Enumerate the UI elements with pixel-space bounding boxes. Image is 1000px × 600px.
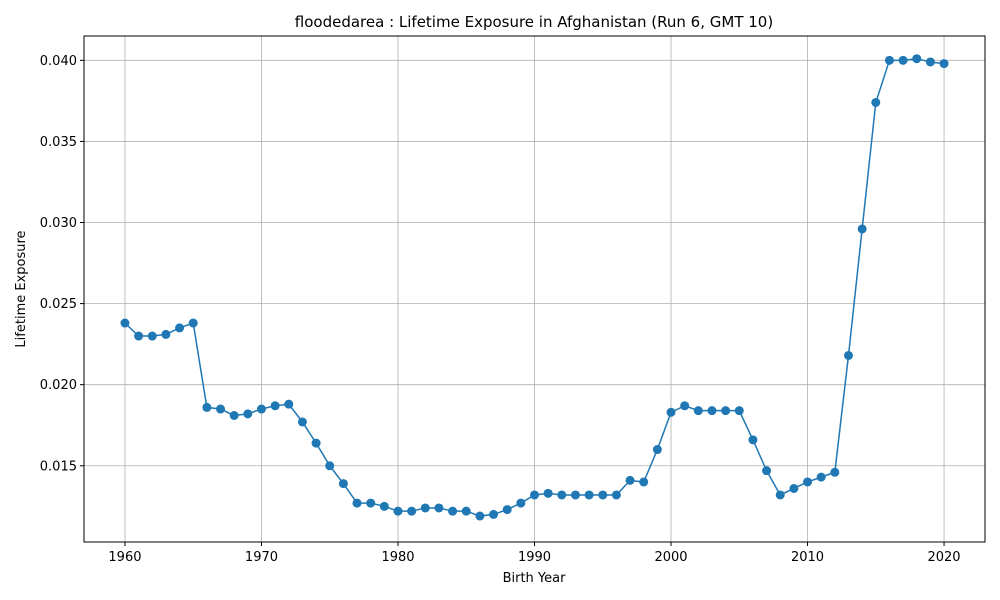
data-point (475, 511, 485, 521)
y-tick-label: 0.035 (40, 135, 77, 150)
data-point (379, 501, 389, 511)
x-tick-label: 2000 (654, 550, 687, 565)
grid-lines (84, 36, 985, 542)
data-point (939, 59, 949, 69)
data-point (912, 54, 922, 64)
data-point (516, 498, 526, 508)
data-point (789, 483, 799, 493)
data-point (270, 401, 280, 411)
data-point (366, 498, 376, 508)
data-point (871, 97, 881, 107)
data-point (175, 323, 185, 333)
data-point (843, 350, 853, 360)
x-tick-label: 2010 (791, 550, 824, 565)
data-point (816, 472, 826, 482)
data-point (489, 509, 499, 519)
data-point (762, 466, 772, 476)
x-axis-label: Birth Year (503, 571, 567, 586)
data-point (639, 477, 649, 487)
data-point (188, 318, 198, 328)
data-point (693, 406, 703, 416)
data-point (297, 417, 307, 427)
y-tick-label: 0.040 (40, 54, 77, 69)
data-point (803, 477, 813, 487)
data-point (461, 506, 471, 516)
data-point (530, 490, 539, 500)
data-point (284, 399, 294, 409)
data-point (420, 503, 430, 513)
data-point (229, 411, 239, 420)
chart-title: floodedarea : Lifetime Exposure in Afgha… (295, 13, 773, 31)
data-point (448, 506, 458, 516)
data-point (748, 435, 758, 445)
data-point (434, 503, 444, 513)
data-point (721, 406, 731, 416)
data-point (352, 498, 362, 508)
y-axis-ticks: 0.015 0.020 0.025 0.030 0.035 0.040 (40, 54, 84, 474)
data-point (898, 55, 908, 65)
data-point (625, 475, 635, 485)
data-point (502, 505, 512, 515)
x-tick-label: 1970 (245, 550, 278, 565)
data-point (598, 490, 608, 500)
data-points (120, 54, 949, 521)
data-point (134, 331, 144, 341)
data-point (256, 404, 266, 414)
data-point (216, 404, 226, 414)
data-point (393, 506, 403, 516)
data-point (775, 490, 785, 500)
data-point (243, 409, 253, 419)
data-point (338, 479, 348, 489)
data-point (584, 490, 594, 500)
data-point (680, 401, 690, 411)
data-point (407, 506, 417, 516)
data-point (734, 406, 744, 416)
x-tick-label: 1960 (108, 550, 141, 565)
data-point (652, 445, 662, 455)
data-point (120, 318, 130, 328)
data-point (557, 490, 567, 500)
data-point (543, 488, 553, 498)
data-point (161, 329, 171, 339)
data-point (925, 57, 935, 67)
data-point (830, 467, 840, 477)
y-axis-label: Lifetime Exposure (14, 230, 29, 347)
x-axis-ticks: 1960 1970 1980 1990 2000 2010 2020 (108, 542, 961, 565)
data-point (202, 402, 212, 412)
data-point (325, 461, 335, 471)
data-point (707, 406, 717, 416)
data-point (311, 438, 321, 448)
data-point (570, 490, 580, 500)
y-tick-label: 0.020 (40, 378, 77, 393)
y-tick-label: 0.025 (40, 297, 77, 312)
y-tick-label: 0.015 (40, 459, 77, 474)
x-tick-label: 2020 (927, 550, 960, 565)
data-point (884, 55, 894, 65)
data-point (611, 490, 621, 500)
x-tick-label: 1980 (381, 550, 414, 565)
data-point (147, 331, 157, 341)
data-point (857, 224, 867, 234)
x-tick-label: 1990 (518, 550, 551, 565)
data-point (666, 407, 676, 417)
y-tick-label: 0.030 (40, 216, 77, 231)
